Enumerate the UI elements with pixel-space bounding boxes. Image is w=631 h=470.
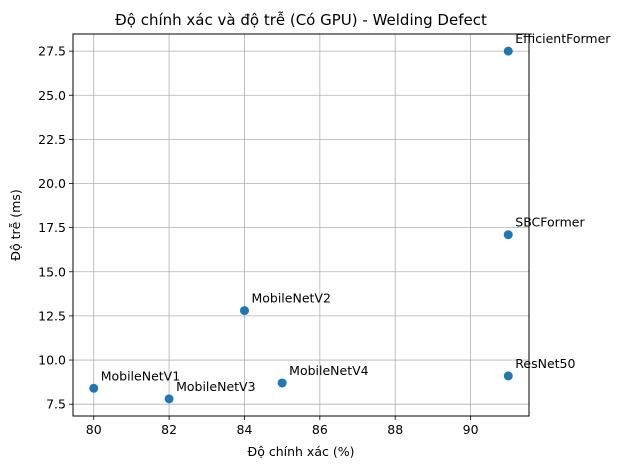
y-tick-label: 12.5	[38, 308, 66, 323]
point-label: EfficientFormer	[515, 31, 611, 46]
point-label: MobileNetV3	[176, 379, 255, 394]
point-label: MobileNetV2	[251, 291, 330, 306]
chart-title: Độ chính xác và độ trễ (Có GPU) - Weldin…	[115, 11, 487, 29]
x-axis-ticks: 80 82 84 86 88 90	[86, 416, 479, 437]
x-tick-label: 90	[463, 422, 479, 437]
y-tick-label: 22.5	[38, 132, 66, 147]
y-tick-label: 25.0	[38, 88, 66, 103]
plot-area-frame	[72, 33, 530, 417]
data-points	[89, 46, 513, 404]
x-tick-label: 82	[161, 422, 177, 437]
point-label: MobileNetV4	[289, 363, 368, 378]
point-label: MobileNetV1	[101, 368, 180, 383]
scatter-point	[503, 371, 513, 381]
y-axis-ticks: 7.5 10.0 12.5 15.0 17.5 20.0 22.5 25.0 27.5	[38, 44, 73, 412]
point-label: ResNet50	[515, 356, 575, 371]
y-tick-label: 27.5	[38, 44, 66, 59]
y-tick-label: 15.0	[38, 264, 66, 279]
y-tick-label: 10.0	[38, 353, 66, 368]
scatter-point	[239, 306, 249, 316]
y-tick-label: 20.0	[38, 176, 66, 191]
scatter-point	[503, 46, 513, 56]
point-label: SBCFormer	[515, 215, 585, 230]
x-tick-label: 86	[312, 422, 328, 437]
grid	[73, 34, 529, 416]
y-tick-label: 7.5	[46, 397, 66, 412]
scatter-point	[164, 394, 174, 404]
y-tick-label: 17.5	[38, 220, 66, 235]
y-axis-label: Độ trễ (ms)	[8, 189, 23, 260]
x-tick-label: 84	[237, 422, 253, 437]
scatter-point	[89, 383, 99, 393]
scatter-point	[277, 378, 287, 388]
x-tick-label: 88	[387, 422, 403, 437]
x-tick-label: 80	[86, 422, 102, 437]
x-axis-label: Độ chính xác (%)	[248, 444, 355, 459]
scatter-point	[503, 230, 513, 240]
